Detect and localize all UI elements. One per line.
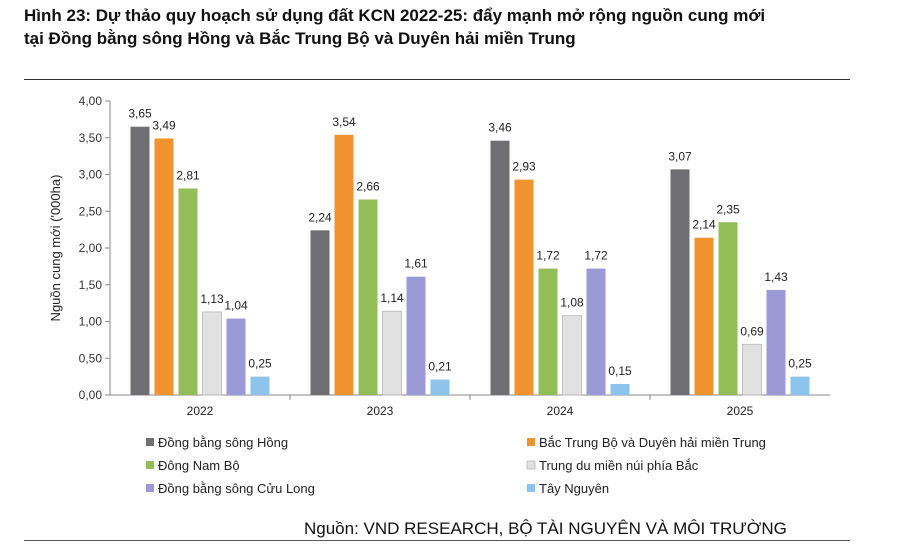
y-tick-label: 1,50: [79, 278, 103, 292]
bar: [250, 376, 270, 395]
y-tick-label: 0,50: [79, 351, 103, 365]
bar: [430, 379, 450, 395]
data-label: 1,14: [380, 291, 404, 305]
bar: [490, 140, 510, 395]
data-label: 1,13: [200, 292, 224, 306]
y-tick-label: 3,50: [79, 131, 103, 145]
legend-swatch: [527, 438, 535, 446]
legend-entry: Đồng bằng sông Cửu Long: [158, 481, 315, 496]
legend-swatch: [527, 484, 535, 492]
y-axis-label: Nguồn cung mới ('000ha): [48, 175, 63, 322]
data-label: 1,61: [404, 257, 428, 271]
x-category-label: 2022: [187, 404, 214, 418]
x-category-label: 2023: [367, 404, 394, 418]
bar: [358, 199, 378, 395]
chart-title-line-2: tại Đồng bằng sông Hồng và Bắc Trung Bộ …: [24, 29, 576, 48]
title-divider: [24, 79, 850, 80]
legend-entry: Đồng bằng sông Hồng: [158, 435, 288, 450]
bar: [610, 383, 630, 395]
data-label: 2,66: [356, 179, 380, 193]
bar: [538, 268, 558, 395]
legend-entry: Trung du miền núi phía Bắc: [539, 458, 699, 473]
legend-entry: Đông Nam Bộ: [158, 458, 240, 473]
bar: [202, 311, 222, 396]
data-label: 0,25: [248, 357, 272, 371]
data-label: 2,93: [512, 160, 536, 174]
bar: [670, 169, 690, 395]
x-category-label: 2025: [727, 404, 754, 418]
bar: [694, 237, 714, 395]
y-tick-label: 0,00: [79, 388, 103, 402]
data-label: 0,21: [428, 360, 452, 374]
data-label: 0,25: [788, 357, 812, 371]
bar: [790, 376, 810, 395]
data-label: 3,65: [128, 107, 152, 121]
bar: [742, 343, 762, 396]
data-label: 1,43: [764, 270, 788, 284]
bar: [154, 138, 174, 396]
bar: [586, 268, 606, 395]
data-label: 0,69: [740, 324, 764, 338]
data-label: 2,24: [308, 210, 332, 224]
y-tick-label: 3,00: [79, 168, 103, 182]
data-label: 1,04: [224, 299, 248, 313]
source-note: Nguồn: VND RESEARCH, BỘ TÀI NGUYÊN VÀ MÔ…: [304, 519, 787, 538]
data-label: 3,54: [332, 115, 356, 129]
data-label: 3,46: [488, 121, 512, 135]
x-category-label: 2024: [547, 404, 574, 418]
bar: [718, 222, 738, 395]
bar: [406, 276, 426, 395]
data-label: 1,72: [584, 249, 608, 263]
bar: [766, 289, 786, 395]
bar: [514, 179, 534, 395]
data-label: 2,81: [176, 168, 200, 182]
data-label: 0,15: [608, 364, 632, 378]
legend-entry: Bắc Trung Bộ và Duyên hải miền Trung: [539, 435, 766, 450]
y-tick-label: 4,00: [79, 94, 103, 108]
bar: [310, 230, 330, 395]
data-label: 3,49: [152, 118, 176, 132]
legend-swatch: [526, 460, 536, 470]
chart-title-line-1: Hình 23: Dự thảo quy hoạch sử dụng đất K…: [24, 6, 766, 25]
bar: [226, 318, 246, 395]
legend-swatch: [146, 461, 154, 469]
y-tick-label: 2,00: [79, 241, 103, 255]
bar-chart: 0,00 0,50 1,00 1,50 2,00 2,50 3,00 3,50 4,00 Nguồ…: [48, 94, 830, 496]
legend-swatch: [146, 484, 154, 492]
data-label: 1,72: [536, 249, 560, 263]
bar: [562, 315, 582, 396]
bar: [178, 188, 198, 395]
legend-swatch: [146, 438, 154, 446]
y-tick-label: 2,50: [79, 204, 103, 218]
data-label: 1,08: [560, 296, 584, 310]
data-label: 2,14: [692, 218, 716, 232]
footer-divider: [24, 540, 850, 541]
chart-title: Hình 23: Dự thảo quy hoạch sử dụng đất K…: [24, 4, 884, 50]
bar: [130, 126, 150, 395]
y-tick-label: 1,00: [79, 315, 103, 329]
bar: [334, 134, 354, 395]
bar: [382, 310, 402, 396]
legend-entry: Tây Nguyên: [539, 481, 609, 496]
data-label: 2,35: [716, 202, 740, 216]
data-label: 3,07: [668, 149, 692, 163]
